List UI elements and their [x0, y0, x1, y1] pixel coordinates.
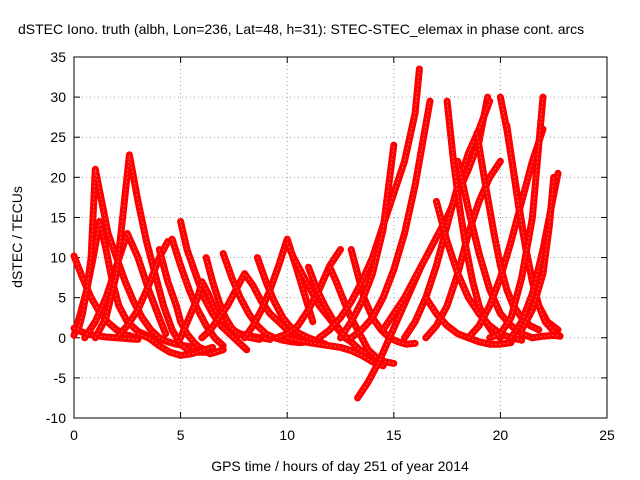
y-tick-label: 25 — [50, 129, 66, 145]
data-series-line — [379, 93, 492, 334]
data-series-texture — [73, 327, 139, 340]
y-tick-label: -10 — [46, 410, 66, 426]
data-series — [70, 65, 564, 402]
plot-frame — [73, 56, 608, 419]
data-series-line — [464, 125, 547, 342]
y-tick-label: 30 — [50, 89, 66, 105]
data-series-line — [486, 93, 547, 342]
data-series-texture — [286, 337, 384, 367]
data-series-texture — [457, 160, 533, 339]
data-series-texture — [308, 266, 378, 359]
data-series-texture — [476, 132, 540, 331]
data-series-texture — [435, 200, 523, 341]
y-axis-title: dSTEC / TECUs — [9, 186, 25, 288]
y-tick-label: -5 — [54, 370, 67, 386]
axis-ticks — [73, 56, 608, 419]
data-series-texture — [116, 241, 169, 339]
x-tick-label: 20 — [493, 427, 509, 443]
data-series-line — [241, 235, 317, 342]
x-tick-label: 10 — [279, 427, 295, 443]
data-series-line — [518, 173, 558, 334]
y-tick-label: 15 — [50, 209, 66, 225]
data-series-texture — [84, 233, 167, 339]
data-series-texture — [425, 160, 501, 339]
data-series-line — [81, 230, 170, 342]
data-series-texture — [180, 221, 248, 351]
x-tick-label: 0 — [70, 427, 78, 443]
data-series-line — [337, 141, 398, 342]
data-series-line — [528, 331, 564, 342]
data-series-texture — [404, 100, 491, 339]
data-series-texture — [244, 238, 314, 339]
data-series-texture — [506, 124, 561, 337]
data-series-texture — [222, 253, 309, 344]
y-tick-label: 35 — [50, 49, 66, 65]
y-tick-label: 0 — [58, 330, 66, 346]
x-tick-label: 5 — [177, 427, 185, 443]
data-series-line — [134, 330, 217, 359]
chart-title: dSTEC Iono. truth (albh, Lon=236, Lat=48… — [18, 21, 584, 37]
y-tick-label: 10 — [50, 250, 66, 266]
y-tick-labels: -10 -5 0 5 10 15 20 25 30 35 — [46, 49, 66, 426]
data-series-line — [168, 235, 227, 350]
data-series-texture — [521, 176, 555, 331]
data-series-texture — [171, 238, 224, 347]
data-series-line — [283, 334, 387, 370]
y-tick-label: 20 — [50, 169, 66, 185]
data-series-texture — [382, 96, 489, 331]
x-tick-label: 25 — [599, 427, 615, 443]
x-tick-labels: 0 5 10 15 20 25 — [70, 427, 615, 443]
data-series-line — [347, 97, 434, 342]
data-series-line — [315, 65, 423, 342]
x-axis-title: GPS time / hours of day 251 of year 2014 — [211, 458, 469, 474]
data-series-texture — [467, 128, 544, 339]
x-tick-label: 15 — [386, 427, 402, 443]
data-series-line — [70, 324, 142, 343]
data-series-line — [177, 218, 251, 354]
data-series-line — [432, 197, 526, 344]
data-series-texture — [340, 144, 395, 339]
data-series-texture — [137, 333, 214, 356]
data-series-texture — [205, 257, 260, 340]
data-series-texture — [318, 68, 420, 339]
data-series-texture — [531, 334, 561, 339]
y-tick-label: 5 — [58, 290, 66, 306]
